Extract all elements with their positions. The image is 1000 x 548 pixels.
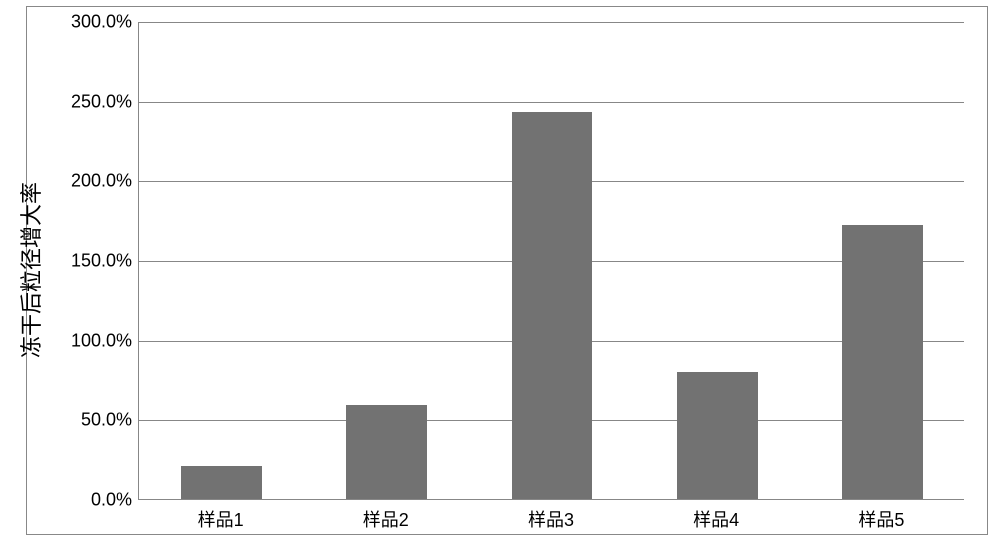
bar bbox=[842, 225, 923, 499]
bars-group bbox=[139, 22, 964, 499]
plot-area bbox=[138, 22, 964, 500]
y-tick-label: 300.0% bbox=[71, 12, 132, 33]
y-tick-label: 150.0% bbox=[71, 251, 132, 272]
x-tick-label: 样品4 bbox=[693, 506, 739, 532]
x-tick-label: 样品3 bbox=[528, 506, 574, 532]
bar bbox=[512, 112, 593, 499]
x-tick-label: 样品2 bbox=[363, 506, 409, 532]
bar bbox=[181, 466, 262, 499]
y-tick-label: 100.0% bbox=[71, 330, 132, 351]
y-axis-title: 冻干后粒径增大率 bbox=[14, 182, 46, 358]
y-tick-label: 250.0% bbox=[71, 91, 132, 112]
y-tick-label: 0.0% bbox=[91, 490, 132, 511]
y-tick-label: 50.0% bbox=[81, 410, 132, 431]
bar bbox=[677, 372, 758, 499]
x-tick-label: 样品1 bbox=[198, 506, 244, 532]
x-tick-label: 样品5 bbox=[858, 506, 904, 532]
y-tick-label: 200.0% bbox=[71, 171, 132, 192]
bar bbox=[346, 405, 427, 499]
